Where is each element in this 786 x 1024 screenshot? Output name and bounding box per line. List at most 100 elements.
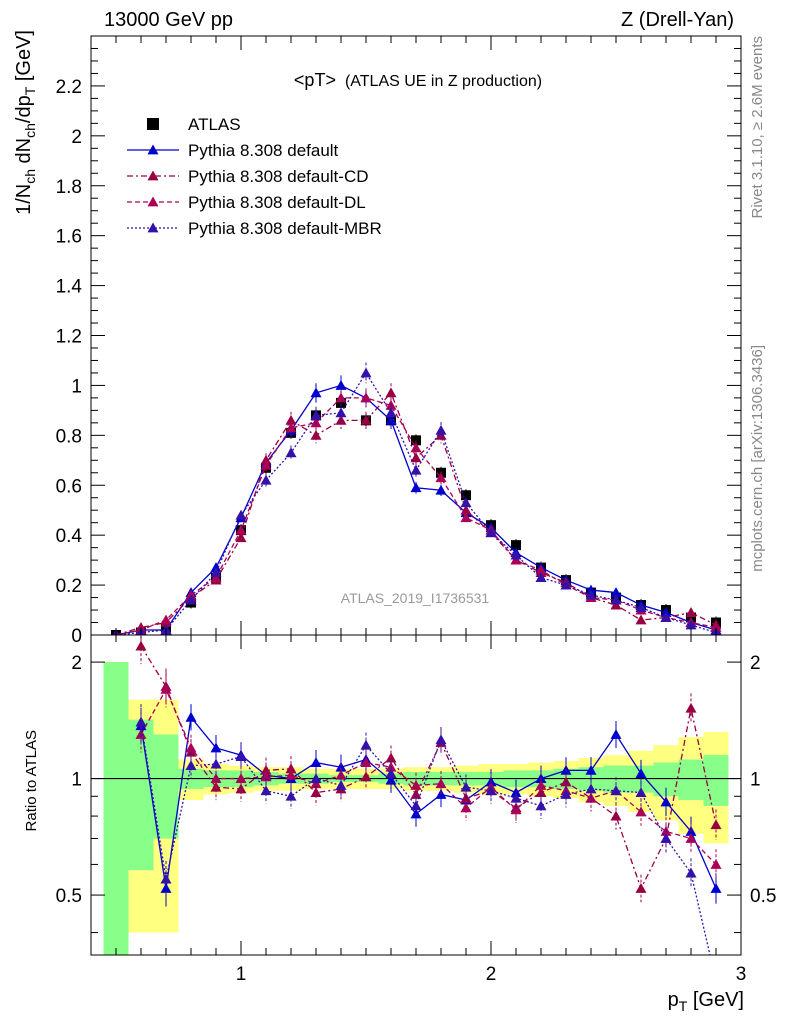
pythia-8-308-default-mbr-point bbox=[585, 589, 597, 600]
ratio-pythia-8-308-default-mbr-point bbox=[660, 833, 672, 843]
pythia-8-308-default-mbr-point bbox=[260, 474, 272, 485]
pythia-8-308-default-dl-point bbox=[235, 524, 247, 535]
ratio-pythia-8-308-default-cd-point bbox=[610, 810, 622, 821]
pythia-8-308-default-mbr-point bbox=[610, 594, 622, 605]
pythia-8-308-default-mbr-point bbox=[185, 594, 197, 605]
ratio-panel: 1 2 3 0.5 0.5 1 1 2 2 bbox=[56, 36, 776, 985]
ratio-pythia-8-308-default-mbr-line bbox=[140, 721, 711, 955]
ratio-pythia-8-308-default-mbr-point bbox=[610, 785, 622, 796]
legend: ATLAS Pythia 8.308 default Pythia 8.308 de… bbox=[127, 115, 382, 238]
pythia-8-308-default-point bbox=[435, 484, 447, 495]
ratio-pythia-8-308-default-cd-point bbox=[635, 882, 647, 893]
legend-label: Pythia 8.308 default-MBR bbox=[188, 219, 382, 238]
x-axis-label: pT [GeV] bbox=[668, 989, 744, 1014]
pythia-8-308-default-cd-point bbox=[635, 614, 647, 625]
ratio-pythia-8-308-default-point bbox=[185, 711, 197, 722]
legend-label: Pythia 8.308 default-CD bbox=[188, 167, 369, 186]
ratio-band-green bbox=[678, 759, 704, 801]
ratio-series-3 bbox=[135, 704, 711, 955]
pythia-8-308-default-point bbox=[585, 584, 597, 595]
ratio-pythia-8-308-default-mbr-point bbox=[560, 788, 572, 799]
pythia-8-308-default-mbr-point bbox=[410, 464, 422, 475]
ratio-pythia-8-308-default-cd-point bbox=[710, 819, 722, 830]
ratio-uncertainty-bands bbox=[103, 662, 729, 955]
legend-marker bbox=[147, 144, 159, 155]
ratio-pythia-8-308-default-dl-point bbox=[635, 806, 647, 817]
ratio-pythia-8-308-default-dl-point bbox=[410, 779, 422, 790]
pythia-8-308-default-mbr-point bbox=[660, 612, 672, 622]
ratio-pythia-8-308-default-mbr-point bbox=[135, 716, 147, 727]
pythia-8-308-default-mbr-point bbox=[485, 527, 497, 538]
ratio-pythia-8-308-default-dl-point bbox=[260, 771, 272, 782]
y-tick-label: 0.6 bbox=[56, 476, 82, 497]
y-tick-label: 1.6 bbox=[56, 227, 82, 248]
pythia-8-308-default-dl-point bbox=[285, 422, 297, 433]
pythia-8-308-default-mbr-point bbox=[560, 579, 572, 590]
pythia-8-308-default-cd-point bbox=[360, 414, 372, 425]
atlas-point bbox=[336, 397, 346, 408]
ratio-pythia-8-308-default-dl-point bbox=[460, 802, 472, 813]
pythia-8-308-default-point bbox=[335, 379, 347, 390]
ratio-band-green bbox=[128, 719, 154, 871]
pythia-8-308-default-dl-point bbox=[335, 392, 347, 403]
ratio-pythia-8-308-default-dl-point bbox=[285, 769, 297, 780]
chart-title-note: (ATLAS UE in Z production) bbox=[345, 73, 542, 90]
legend-label: Pythia 8.308 default bbox=[188, 141, 339, 160]
pythia-8-308-default-mbr-point bbox=[310, 409, 322, 420]
ratio-pythia-8-308-default-dl-point bbox=[210, 773, 222, 783]
atlas-point bbox=[461, 490, 471, 501]
y-tick-label: 0.4 bbox=[56, 526, 83, 547]
ratio-pythia-8-308-default-mbr-point bbox=[685, 867, 697, 878]
ratio-pythia-8-308-default-cd-point bbox=[535, 787, 547, 797]
ratio-pythia-8-308-default-point bbox=[610, 728, 622, 739]
chart-title-main: <pT> bbox=[294, 70, 336, 90]
header-right: Z (Drell-Yan) bbox=[621, 9, 734, 31]
ratio-pythia-8-308-default-mbr-point bbox=[435, 734, 447, 745]
ratio-y-axis-label: Ratio to ATLAS bbox=[23, 730, 40, 831]
ratio-pythia-8-308-default-point bbox=[210, 742, 222, 753]
pythia-8-308-default-mbr-point bbox=[285, 447, 297, 458]
ratio-pythia-8-308-default-mbr-point bbox=[285, 790, 297, 801]
pythia-8-308-default-mbr-point bbox=[535, 572, 547, 582]
legend-marker bbox=[147, 196, 159, 207]
watermark: ATLAS_2019_I1736531 bbox=[341, 590, 490, 606]
y-tick-label: 2 bbox=[71, 127, 82, 148]
x-tick-label: 3 bbox=[736, 964, 747, 985]
y-tick-label: 2.2 bbox=[56, 77, 82, 98]
pythia-8-308-default-mbr-point bbox=[685, 619, 697, 630]
ratio-pythia-8-308-default-dl-point bbox=[435, 778, 447, 789]
ratio-pythia-8-308-default-point bbox=[335, 761, 347, 772]
ratio-pythia-8-308-default-mbr-point bbox=[510, 792, 522, 803]
y-tick-label: 1.2 bbox=[56, 327, 82, 348]
ratio-pythia-8-308-default-dl-point bbox=[710, 858, 722, 869]
ratio-pythia-8-308-default-mbr-point bbox=[385, 768, 397, 779]
y-tick-label: 1 bbox=[71, 376, 82, 397]
ratio-pythia-8-308-default-dl-point bbox=[135, 728, 147, 739]
ratio-pythia-8-308-default-point bbox=[710, 882, 722, 893]
ratio-y-tick-label-right: 0.5 bbox=[750, 886, 776, 907]
pythia-8-308-default-mbr-point bbox=[385, 407, 397, 418]
ratio-pythia-8-308-default-line bbox=[140, 715, 717, 889]
pythia-8-308-default-cd-point bbox=[460, 504, 472, 515]
y-tick-label: 0.2 bbox=[56, 576, 82, 597]
ratio-pythia-8-308-default-cd-point bbox=[135, 640, 147, 651]
ratio-pythia-8-308-default-mbr-point bbox=[360, 739, 372, 750]
y-axis-ticks: 0 0.2 0.4 0.6 0.8 1 1.2 1.4 1.6 1.8 2 2.2 bbox=[56, 35, 741, 647]
ratio-pythia-8-308-default-cd-line bbox=[140, 645, 717, 891]
ratio-pythia-8-308-default-point bbox=[635, 768, 647, 779]
x-tick-label: 2 bbox=[486, 964, 497, 985]
header-left: 13000 GeV pp bbox=[104, 9, 233, 31]
ratio-band-green bbox=[103, 662, 129, 955]
pythia-8-308-default-dl-point bbox=[535, 564, 547, 575]
ratio-pythia-8-308-default-cd-point bbox=[360, 771, 372, 782]
pythia-8-308-default-dl-point bbox=[260, 459, 272, 470]
ratio-pythia-8-308-default-mbr-point bbox=[635, 787, 647, 797]
ratio-pythia-8-308-default-dl-point bbox=[235, 773, 247, 783]
ratio-pythia-8-308-default-dl-point bbox=[360, 757, 372, 767]
legend-item: Pythia 8.308 default-DL bbox=[127, 193, 366, 212]
pythia-8-308-default-cd-point bbox=[410, 452, 422, 463]
ratio-pythia-8-308-default-mbr-point bbox=[160, 873, 172, 884]
ratio-y-tick-label: 0.5 bbox=[56, 886, 82, 907]
pythia-8-308-default-mbr-point bbox=[460, 497, 472, 508]
